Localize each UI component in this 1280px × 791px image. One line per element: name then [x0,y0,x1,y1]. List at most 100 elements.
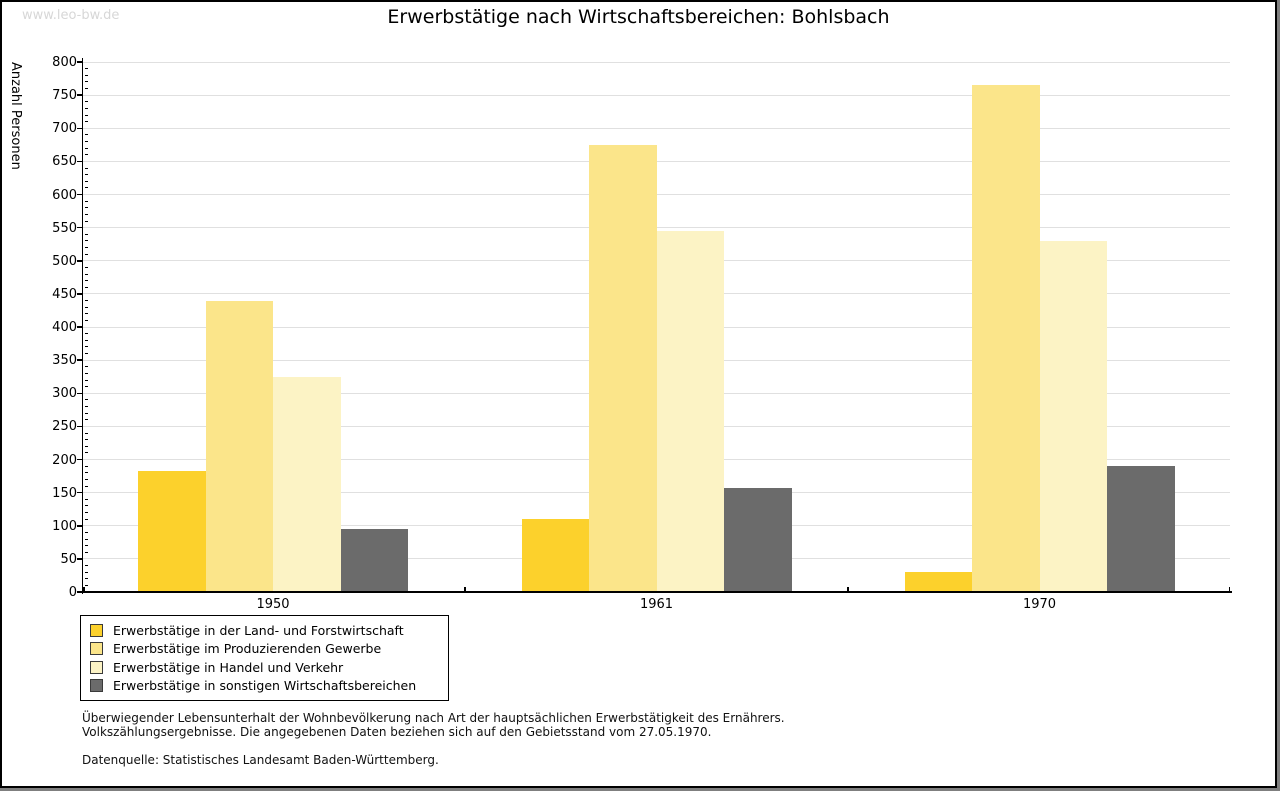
y-tick-label: 250 [52,419,77,435]
bar-1961-series-1 [521,519,589,592]
y-minor-tick [84,472,88,474]
chart-title: Erwerbstätige nach Wirtschaftsbereichen:… [387,6,890,28]
y-minor-tick [84,372,88,374]
y-tick-label: 750 [52,88,77,104]
y-major-tick [76,458,82,461]
x-category-label: 1961 [639,597,674,612]
y-tick-label: 350 [52,353,77,369]
legend-row: Erwerbstätige in sonstigen Wirtschaftsbe… [90,677,439,694]
y-minor-tick [84,107,88,109]
y-minor-tick [84,551,88,553]
y-major-tick [76,61,82,63]
y-major-tick [76,491,82,494]
gridline [83,127,1230,129]
y-minor-tick [84,253,88,255]
legend-swatch-series-1 [90,624,103,637]
legend-row: Erwerbstätige in Handel und Verkehr [90,659,439,676]
y-minor-tick [84,584,88,586]
y-major-tick [76,293,82,295]
y-minor-tick [84,571,88,573]
legend-label: Erwerbstätige in sonstigen Wirtschaftsbe… [113,677,417,693]
y-minor-tick [84,174,88,176]
legend-swatch-series-2 [90,642,103,656]
gridline [83,61,1230,63]
y-minor-tick [84,406,88,407]
y-minor-tick [84,545,88,547]
y-major-tick [76,193,82,196]
y-minor-tick [84,339,88,341]
y-minor-tick [84,306,88,308]
y-tick-label: 300 [52,386,77,402]
bar-1950-series-3 [273,376,341,592]
legend-items: Erwerbstätige in der Land- und Forstwirt… [90,622,439,694]
footnote-line-2: Volkszählungsergebnisse. Die angegebenen… [82,725,712,739]
y-minor-tick [84,167,88,169]
bar-1961-series-2 [589,144,657,592]
y-minor-tick [84,346,88,348]
y-minor-tick [84,187,88,189]
x-category-label: 1970 [1022,597,1057,612]
y-minor-tick [84,412,88,414]
y-minor-tick [84,68,88,70]
y-minor-tick [84,531,88,533]
y-minor-tick [84,419,88,421]
y-major-tick [76,359,82,361]
y-minor-tick [84,141,88,142]
y-major-tick [76,94,82,96]
gridline [83,227,1230,229]
y-minor-tick [84,74,88,76]
y-major-tick [76,260,82,262]
legend-row: Erwerbstätige im Produzierenden Gewerbe [90,640,439,657]
y-minor-tick [84,273,88,275]
y-minor-tick [84,478,88,480]
y-major-tick [76,558,82,560]
y-tick-label: 650 [52,154,77,170]
y-minor-tick [84,439,88,441]
y-minor-tick [84,379,88,381]
plot-area: 0 50 100 150 200 250 300 350 400 450 500 550 600 650 7… [52,55,1230,612]
bar-1961-series-3 [656,230,724,592]
bar-1970-series-4 [1107,466,1175,592]
bar-1961-series-4 [724,488,792,592]
y-minor-tick [84,366,88,368]
y-major-tick [76,525,82,527]
y-minor-tick [84,121,88,123]
legend-label: Erwerbstätige in Handel und Verkehr [113,659,344,675]
y-major-tick [76,591,82,593]
y-major-tick [76,392,82,394]
x-axis-line [83,591,1232,593]
y-major-tick [76,425,82,428]
gridline [83,160,1230,162]
y-tick-label: 400 [52,320,77,335]
bar-1970-series-3 [1039,240,1107,592]
y-minor-tick [84,353,88,354]
y-axis-title: Anzahl Personen [8,62,23,170]
x-axis-tick [464,587,466,592]
y-minor-tick [84,213,88,215]
legend-row: Erwerbstätige in der Land- und Forstwirt… [90,622,439,639]
y-tick-label: 700 [52,121,77,137]
y-minor-tick [84,286,88,288]
x-axis-tick [83,587,85,592]
y-axis-line [81,58,83,594]
bar-1950-series-2 [205,300,273,592]
legend-label: Erwerbstätige im Produzierenden Gewerbe [113,641,382,657]
watermark: www.leo-bw.de [22,8,120,23]
footnote-line-1: Überwiegender Lebensunterhalt der Wohnbe… [82,711,785,725]
y-tick-label: 100 [52,518,77,534]
y-minor-tick [84,505,88,507]
y-tick-label: 450 [52,286,77,302]
x-category-label: 1950 [256,597,290,612]
y-major-tick [76,127,82,129]
legend-swatch-series-3 [90,660,103,674]
y-minor-tick [84,81,88,83]
y-minor-tick [84,485,88,487]
y-minor-tick [84,114,88,116]
y-minor-tick [84,101,88,103]
y-minor-tick [84,88,88,89]
y-major-tick [76,326,82,328]
y-tick-label: 150 [52,485,77,501]
y-tick-label: 50 [60,551,77,567]
y-minor-tick [84,200,88,202]
